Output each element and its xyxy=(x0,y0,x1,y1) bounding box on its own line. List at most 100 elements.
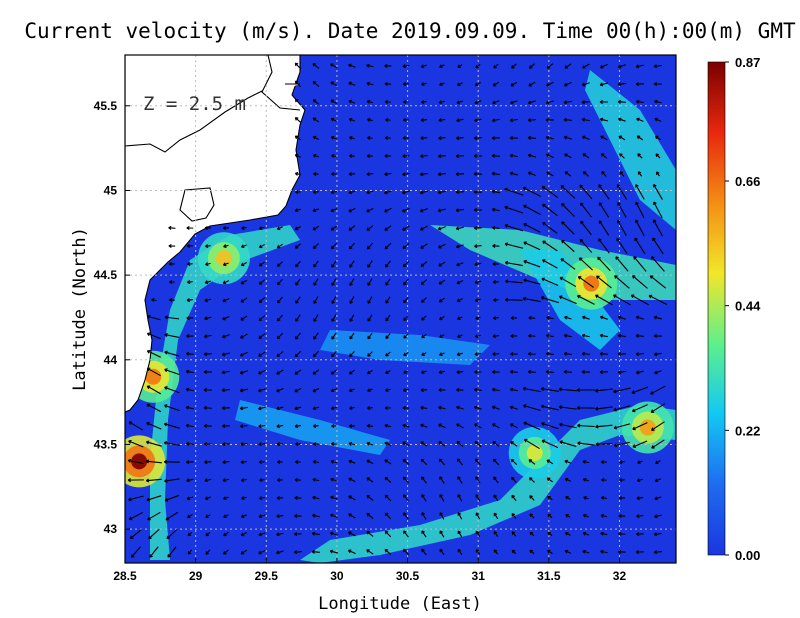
velocity-arrow xyxy=(564,153,572,159)
velocity-arrow xyxy=(546,81,554,87)
velocity-arrow xyxy=(637,153,643,159)
velocity-arrow xyxy=(128,512,143,521)
y-tick-label: 44.5 xyxy=(94,268,118,282)
velocity-arrow xyxy=(492,458,500,466)
velocity-arrow xyxy=(528,477,535,483)
velocity-arrow xyxy=(632,275,648,289)
velocity-arrow xyxy=(545,153,554,158)
velocity-arrow xyxy=(420,458,428,466)
velocity-arrow xyxy=(240,478,247,483)
velocity-arrow xyxy=(295,260,301,268)
velocity-arrow xyxy=(349,332,355,340)
velocity-arrow xyxy=(366,172,374,177)
velocity-arrow xyxy=(577,294,595,305)
velocity-arrow xyxy=(186,316,194,321)
velocity-arrow xyxy=(349,406,355,411)
velocity-arrow xyxy=(348,81,356,86)
velocity-arrow xyxy=(457,64,463,68)
velocity-arrow xyxy=(613,423,631,430)
velocity-arrow xyxy=(598,202,610,218)
velocity-arrow xyxy=(582,513,589,518)
velocity-arrow xyxy=(438,423,446,429)
velocity-arrow xyxy=(348,190,356,195)
velocity-arrow xyxy=(312,495,320,500)
velocity-arrow xyxy=(258,442,266,447)
velocity-arrow xyxy=(577,276,594,288)
velocity-arrow xyxy=(295,314,301,322)
velocity-arrow xyxy=(561,239,575,253)
velocity-arrow xyxy=(204,316,212,321)
velocity-arrow xyxy=(541,439,559,449)
velocity-arrow xyxy=(617,82,627,87)
velocity-arrow xyxy=(146,421,162,430)
velocity-arrow xyxy=(438,405,446,410)
velocity-arrow xyxy=(650,403,666,413)
velocity-arrow xyxy=(403,333,409,339)
velocity-arrow xyxy=(294,513,302,518)
velocity-arrow xyxy=(439,512,445,520)
velocity-arrow xyxy=(474,262,482,267)
velocity-arrow xyxy=(437,154,446,159)
velocity-arrow xyxy=(402,459,410,465)
velocity-arrow xyxy=(542,203,558,217)
velocity-arrow xyxy=(187,514,193,519)
velocity-arrow xyxy=(559,440,577,447)
velocity-arrow xyxy=(505,279,523,284)
velocity-arrow xyxy=(348,99,356,104)
velocity-arrow xyxy=(523,204,541,216)
velocity-arrow xyxy=(439,494,445,502)
velocity-arrow xyxy=(239,351,248,357)
velocity-arrow xyxy=(439,315,445,321)
x-tick-label: 29.5 xyxy=(255,569,279,583)
velocity-arrow xyxy=(276,369,284,375)
velocity-arrow xyxy=(579,184,593,200)
speed-core xyxy=(583,275,600,292)
velocity-arrow xyxy=(635,64,645,69)
velocity-arrow xyxy=(330,225,338,231)
velocity-arrow xyxy=(492,440,500,447)
velocity-arrow xyxy=(558,295,577,305)
velocity-arrow xyxy=(649,275,667,289)
speed-core xyxy=(639,419,656,436)
river-line xyxy=(261,55,301,111)
velocity-arrow xyxy=(402,476,410,484)
velocity-arrow xyxy=(331,296,337,305)
velocity-arrow xyxy=(258,351,266,357)
velocity-arrow xyxy=(599,370,608,375)
velocity-arrow xyxy=(185,441,194,446)
velocity-arrow xyxy=(581,369,591,374)
velocity-arrow xyxy=(239,388,248,393)
velocity-arrow xyxy=(456,280,464,285)
velocity-arrow xyxy=(204,478,212,483)
velocity-arrow xyxy=(258,261,265,267)
y-axis-ticks: 43 43.5 44 44.5 45 45.5 xyxy=(94,99,130,536)
velocity-arrow xyxy=(438,387,446,393)
velocity-arrow xyxy=(313,171,319,176)
velocity-arrow xyxy=(204,441,212,447)
velocity-arrow xyxy=(186,460,194,465)
velocity-arrow xyxy=(457,334,463,338)
velocity-arrow xyxy=(402,388,409,393)
velocity-arrow xyxy=(654,135,661,141)
velocity-arrow xyxy=(349,135,355,140)
velocity-arrow xyxy=(529,549,535,555)
velocity-arrow xyxy=(402,423,410,428)
velocity-arrow xyxy=(491,118,500,123)
velocity-arrow xyxy=(403,512,409,520)
velocity-arrow xyxy=(595,442,613,447)
velocity-arrow xyxy=(366,207,374,213)
velocity-arrow xyxy=(384,207,392,213)
velocity-arrow xyxy=(166,528,178,540)
velocity-arrow xyxy=(420,388,428,393)
velocity-arrow xyxy=(384,459,392,465)
velocity-arrow xyxy=(473,189,483,194)
velocity-arrow xyxy=(385,314,391,322)
velocity-arrow xyxy=(366,477,374,483)
velocity-arrow xyxy=(204,460,212,465)
velocity-arrow xyxy=(349,314,355,322)
velocity-arrow xyxy=(437,172,446,177)
velocity-arrow xyxy=(257,369,266,375)
velocity-arrow xyxy=(401,190,410,195)
velocity-arrow xyxy=(294,98,301,106)
speed-core xyxy=(145,368,162,385)
